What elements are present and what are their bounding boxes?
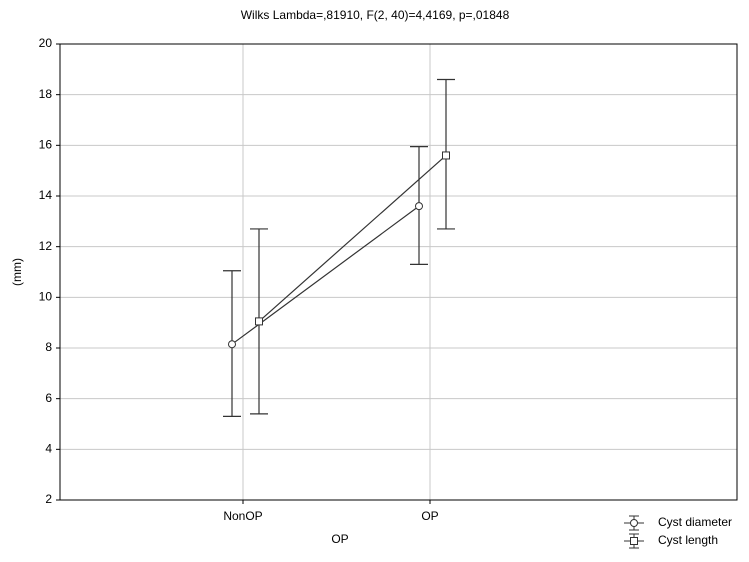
series-line (231, 205, 420, 345)
x-axis-label: OP (331, 532, 348, 546)
y-tick-label: 6 (45, 391, 52, 405)
y-tick-label: 2 (45, 492, 52, 506)
chart-title: Wilks Lambda=,81910, F(2, 40)=4,4169, p=… (241, 8, 510, 22)
data-point (255, 317, 263, 326)
x-tick-label: OP (421, 509, 438, 523)
data-point (228, 340, 236, 349)
y-tick-label: 16 (39, 138, 53, 152)
legend-marker (630, 519, 638, 527)
data-point (442, 151, 450, 160)
y-tick-label: 4 (45, 442, 52, 456)
plot-frame (59, 43, 738, 501)
x-tick-label: NonOP (223, 509, 262, 523)
y-tick-label: 20 (39, 36, 53, 50)
legend-label: Cyst length (658, 533, 718, 547)
legend-label: Cyst diameter (658, 515, 732, 529)
data-point (415, 202, 423, 211)
legend-marker (630, 537, 638, 545)
y-tick-label: 18 (39, 87, 53, 101)
series-line (258, 155, 447, 322)
y-tick-label: 8 (45, 340, 52, 354)
y-tick-label: 14 (39, 188, 53, 202)
y-tick-label: 12 (39, 239, 53, 253)
y-tick-label: 10 (39, 290, 53, 304)
y-axis-label: (mm) (10, 258, 24, 286)
